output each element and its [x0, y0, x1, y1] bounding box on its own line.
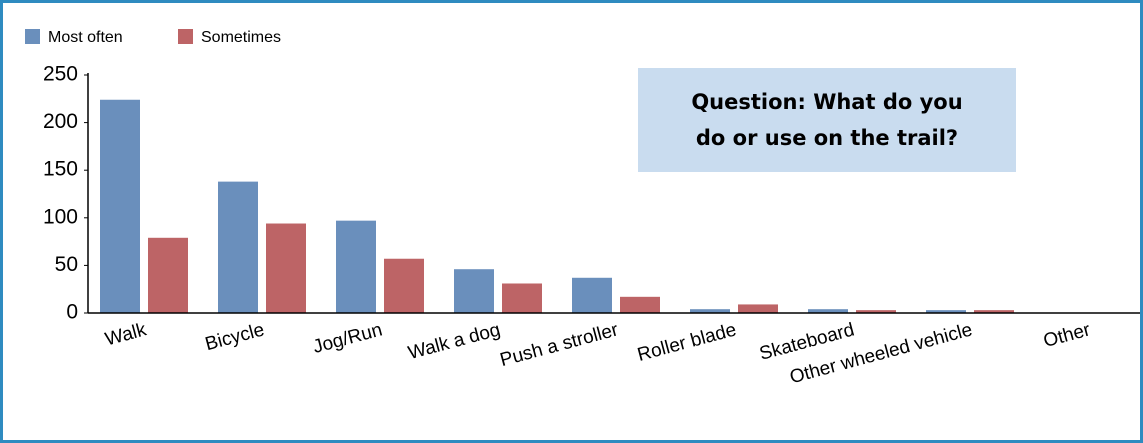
bar: [808, 309, 848, 313]
bar: [738, 304, 778, 313]
x-tick-label: Jog/Run: [311, 319, 385, 358]
x-tick-label: Push a stroller: [498, 319, 621, 371]
y-tick-label: 250: [43, 63, 78, 86]
y-tick-label: 150: [43, 158, 78, 181]
bar: [148, 237, 188, 313]
bar: [100, 99, 140, 313]
x-tick-label: Roller blade: [635, 319, 738, 366]
bar: [384, 258, 424, 313]
bar: [572, 277, 612, 313]
annotation: Question: What do you do or use on the t…: [638, 68, 1016, 172]
bar: [856, 310, 896, 313]
x-tick-label: Other: [1041, 319, 1093, 352]
bar: [218, 181, 258, 313]
bar: [620, 296, 660, 313]
bar: [266, 223, 306, 313]
legend-label: Most often: [48, 29, 123, 46]
x-tick-label: Walk: [103, 319, 149, 350]
bar: [454, 269, 494, 313]
x-tick-label: Walk a dog: [406, 319, 503, 364]
y-tick-label: 100: [43, 205, 78, 228]
legend-label: Sometimes: [201, 29, 281, 46]
y-tick-label: 200: [43, 110, 78, 133]
bar: [502, 283, 542, 313]
legend-swatch: [25, 29, 40, 44]
bar: [336, 220, 376, 313]
bar: [690, 309, 730, 313]
bar: [974, 310, 1014, 313]
bar: [926, 310, 966, 313]
legend-swatch: [178, 29, 193, 44]
y-tick-label: 0: [66, 301, 78, 324]
x-tick-label: Bicycle: [203, 319, 267, 355]
y-tick-label: 50: [55, 253, 78, 276]
